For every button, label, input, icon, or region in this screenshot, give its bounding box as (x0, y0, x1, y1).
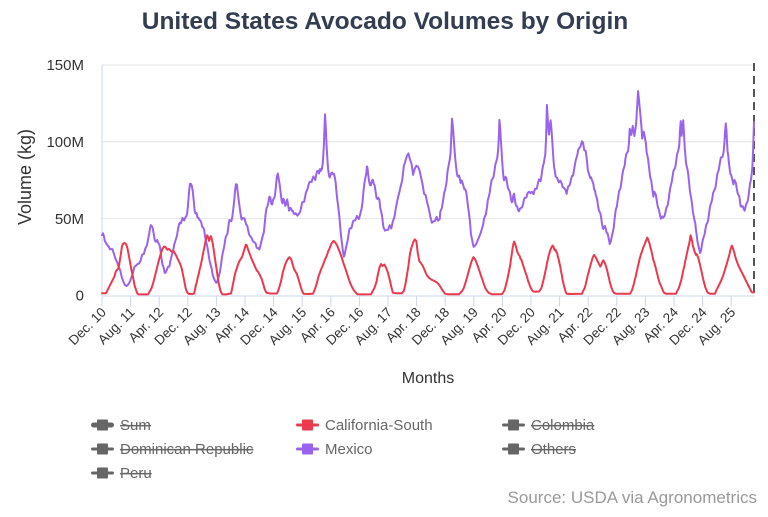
svg-text:Others: Others (531, 441, 576, 458)
svg-text:United States Avocado Volumes: United States Avocado Volumes by Origin (142, 8, 628, 35)
svg-text:Dominican Republic: Dominican Republic (120, 441, 254, 458)
svg-text:100M: 100M (46, 134, 84, 151)
svg-text:0: 0 (76, 288, 84, 305)
svg-text:Colombia: Colombia (531, 417, 595, 434)
svg-text:Sum: Sum (120, 417, 151, 434)
svg-text:Peru: Peru (120, 465, 152, 482)
svg-text:Source: USDA via Agronometrics: Source: USDA via Agronometrics (508, 488, 757, 507)
svg-text:150M: 150M (46, 57, 84, 74)
svg-text:Months: Months (402, 370, 454, 387)
svg-text:Volume (kg): Volume (kg) (15, 129, 35, 225)
svg-text:Mexico: Mexico (325, 441, 373, 458)
svg-text:California-South: California-South (325, 417, 433, 434)
svg-text:50M: 50M (55, 211, 84, 228)
